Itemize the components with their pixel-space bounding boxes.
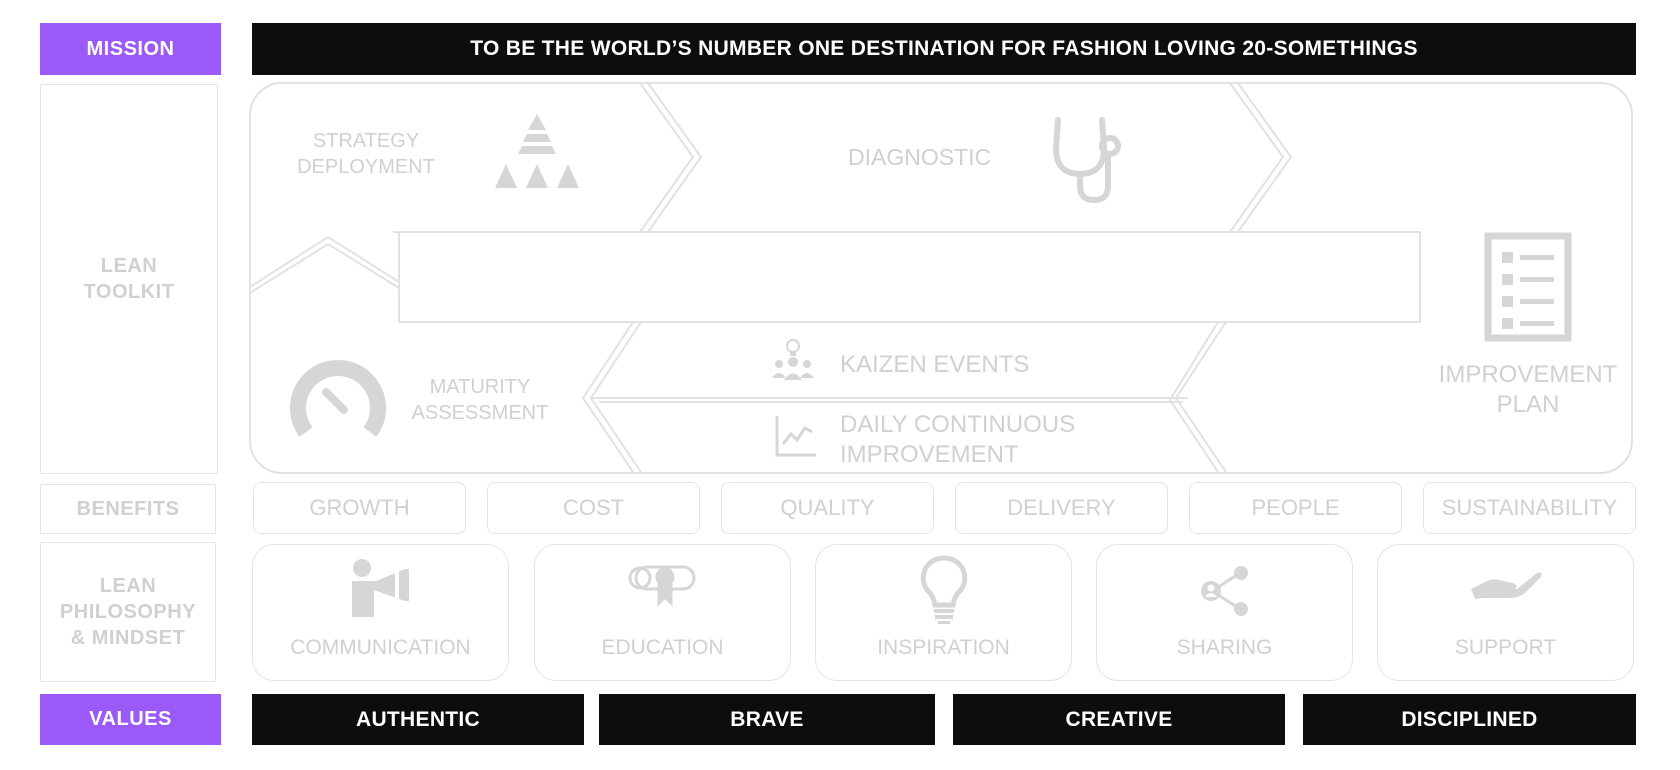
strategy-deployment-label: STRATEGY DEPLOYMENT [297,130,435,178]
philosophy-label: LEAN PHILOSOPHY & MINDSET [40,542,216,682]
value-creative: CREATIVE [953,694,1285,745]
kaizen-events-label: KAIZEN EVENTS [840,351,1030,378]
toolkit-frame [249,82,1633,474]
pyramid-icon [492,112,582,196]
share-icon [1198,565,1252,617]
gauge-icon [290,352,386,436]
value-disciplined: DISCIPLINED [1303,694,1636,745]
mission-statement: TO BE THE WORLD’S NUMBER ONE DESTINATION… [252,23,1636,75]
stethoscope-icon [1050,114,1128,206]
philosophy-label-support: SUPPORT [1454,636,1557,659]
hand-icon [1469,567,1543,601]
lean-toolkit-label: LEAN TOOLKIT [40,84,218,474]
philosophy-card-sharing: SHARING [1096,544,1353,681]
improvement-plan-label: IMPROVEMENT PLAN [1438,361,1618,418]
benefit-quality: QUALITY [721,482,934,534]
philosophy-label-inspiration: INSPIRATION [877,636,1010,659]
benefit-cost: COST [487,482,700,534]
benefit-people: PEOPLE [1189,482,1402,534]
value-authentic: AUTHENTIC [252,694,584,745]
philosophy-card-support: SUPPORT [1377,544,1634,681]
lean-toolkit-diagram: STRATEGY DEPLOYMENT DIAGNOSTIC MATURITY … [248,82,1634,475]
value-brave: BRAVE [599,694,935,745]
philosophy-label-education: EDUCATION [601,636,724,659]
megaphone-icon [351,559,411,617]
maturity-assessment-label: MATURITY ASSESSMENT [411,376,549,424]
checklist-icon [1484,232,1572,342]
philosophy-label-sharing: SHARING [1176,636,1273,659]
benefit-sustainability: SUSTAINABILITY [1423,482,1636,534]
team-idea-icon [771,338,815,382]
philosophy-card-communication: COMMUNICATION [252,544,509,681]
diagnostic-label: DIAGNOSTIC [848,144,992,170]
diploma-icon [628,559,698,607]
benefit-delivery: DELIVERY [955,482,1168,534]
values-label: VALUES [40,694,221,745]
benefit-growth: GROWTH [253,482,466,534]
daily-continuous-improvement-label: DAILY CONTINUOUS IMPROVEMENT [840,411,1076,468]
philosophy-card-inspiration: INSPIRATION [815,544,1072,681]
benefits-label: BENEFITS [40,484,216,534]
philosophy-card-education: EDUCATION [534,544,791,681]
mission-label: MISSION [40,23,221,75]
lightbulb-icon [920,555,968,625]
trend-chart-icon [774,414,818,458]
philosophy-label-communication: COMMUNICATION [290,636,471,659]
